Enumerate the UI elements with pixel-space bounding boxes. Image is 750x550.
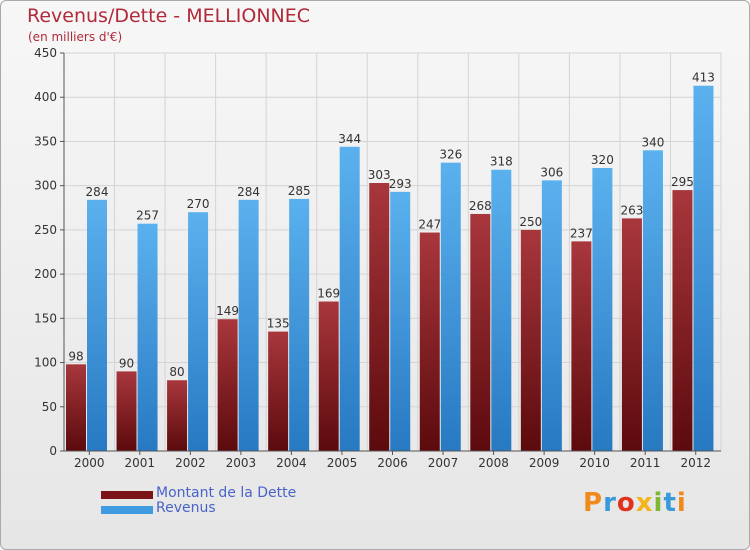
y-tick-label: 450	[34, 46, 57, 60]
x-tick-label-2007: 2007	[428, 456, 459, 470]
data-label-dette-2008: 268	[469, 199, 492, 213]
data-label-revenus-2002: 270	[187, 197, 210, 211]
data-label-dette-2002: 80	[169, 365, 184, 379]
bar-dette-2008	[470, 213, 491, 451]
data-label-dette-2007: 247	[418, 218, 441, 232]
logo-letter: x	[635, 488, 654, 518]
data-label-revenus-2012: 413	[692, 71, 715, 85]
logo-letter: t	[663, 488, 677, 518]
bar-revenus-2006	[390, 191, 411, 451]
x-tick-label-2000: 2000	[74, 456, 105, 470]
x-tick-label-2005: 2005	[327, 456, 358, 470]
data-label-revenus-2004: 285	[288, 184, 311, 198]
axes: 0 50 100 150 200 250 300 350 400 450 2000 2001 2002 2…	[34, 46, 721, 470]
chart-subtitle: (en milliers d'€)	[28, 30, 123, 44]
y-tick-label: 350	[34, 134, 57, 148]
x-tick-label-2012: 2012	[680, 456, 711, 470]
y-tick-label: 150	[34, 311, 57, 325]
bar-dette-2004	[268, 331, 289, 451]
data-label-dette-2012: 295	[671, 175, 694, 189]
legend-swatch-revenus	[101, 506, 153, 514]
x-tick-label-2006: 2006	[377, 456, 408, 470]
data-label-dette-2003: 149	[216, 304, 239, 318]
data-label-dette-2010: 237	[570, 226, 593, 240]
bar-revenus-2003	[238, 199, 259, 451]
bar-revenus-2012	[693, 85, 714, 452]
x-tick-label-2002: 2002	[175, 456, 206, 470]
bars	[66, 85, 714, 452]
y-tick-label: 100	[34, 356, 57, 370]
data-label-revenus-2010: 320	[591, 153, 614, 167]
bar-dette-2003	[217, 319, 238, 451]
data-label-revenus-2005: 344	[338, 132, 361, 146]
legend-swatch-dette	[101, 491, 153, 499]
x-tick-label-2010: 2010	[579, 456, 610, 470]
data-label-dette-2004: 135	[267, 317, 290, 331]
bar-dette-2012	[672, 190, 693, 452]
bar-revenus-2007	[440, 162, 461, 451]
y-tick-label: 250	[34, 223, 57, 237]
logo-letter: o	[616, 488, 636, 518]
bar-revenus-2005	[339, 146, 360, 452]
bar-dette-2010	[571, 241, 592, 451]
x-tick-label-2001: 2001	[125, 456, 156, 470]
chart-title: Revenus/Dette - MELLIONNEC	[27, 5, 311, 27]
data-label-revenus-2003: 284	[237, 185, 260, 199]
data-label-dette-2001: 90	[119, 356, 134, 370]
legend-label-dette: Montant de la Dette	[156, 485, 297, 501]
bar-revenus-2011	[642, 150, 663, 452]
x-tick-label-2004: 2004	[276, 456, 307, 470]
y-tick-label: 50	[42, 400, 57, 414]
x-tick-label-2009: 2009	[529, 456, 560, 470]
bar-dette-2009	[520, 229, 541, 451]
bar-revenus-2008	[491, 169, 512, 451]
bar-revenus-2009	[541, 180, 562, 452]
y-tick-label: 200	[34, 267, 57, 281]
y-tick-label: 0	[49, 444, 57, 458]
logo-letter: i	[676, 488, 687, 518]
bar-revenus-2010	[592, 167, 613, 451]
data-label-dette-2000: 98	[68, 349, 83, 363]
proxiti-logo: Proxiti	[583, 488, 687, 518]
logo-letter: r	[603, 488, 617, 518]
x-tick-label-2011: 2011	[630, 456, 661, 470]
bar-dette-2006	[369, 183, 390, 451]
x-tick-label-2008: 2008	[478, 456, 509, 470]
data-label-revenus-2011: 340	[641, 135, 664, 149]
data-label-revenus-2000: 284	[86, 185, 109, 199]
logo-letter: i	[653, 488, 664, 518]
y-tick-label: 400	[34, 90, 57, 104]
data-label-revenus-2001: 257	[136, 209, 159, 223]
data-label-revenus-2008: 318	[490, 155, 513, 169]
logo-letter: P	[583, 488, 604, 518]
data-label-dette-2006: 303	[368, 168, 391, 182]
data-label-dette-2009: 250	[519, 215, 542, 229]
data-label-revenus-2006: 293	[389, 177, 412, 191]
bar-dette-2000	[66, 364, 86, 451]
data-label-dette-2011: 263	[620, 203, 643, 217]
data-label-dette-2005: 169	[317, 287, 340, 301]
x-tick-label-2003: 2003	[226, 456, 257, 470]
y-tick-label: 300	[34, 179, 57, 193]
bar-revenus-2001	[137, 223, 158, 451]
data-label-revenus-2009: 306	[540, 165, 563, 179]
bar-dette-2002	[167, 380, 188, 451]
bar-dette-2005	[318, 301, 339, 451]
bar-revenus-2002	[188, 212, 209, 451]
bar-dette-2007	[419, 232, 440, 451]
data-label-revenus-2007: 326	[439, 148, 462, 162]
bar-dette-2001	[116, 371, 137, 451]
bar-dette-2011	[621, 218, 642, 451]
legend-label-revenus: Revenus	[156, 500, 216, 516]
bar-revenus-2004	[289, 198, 310, 451]
bar-revenus-2000	[87, 199, 107, 451]
